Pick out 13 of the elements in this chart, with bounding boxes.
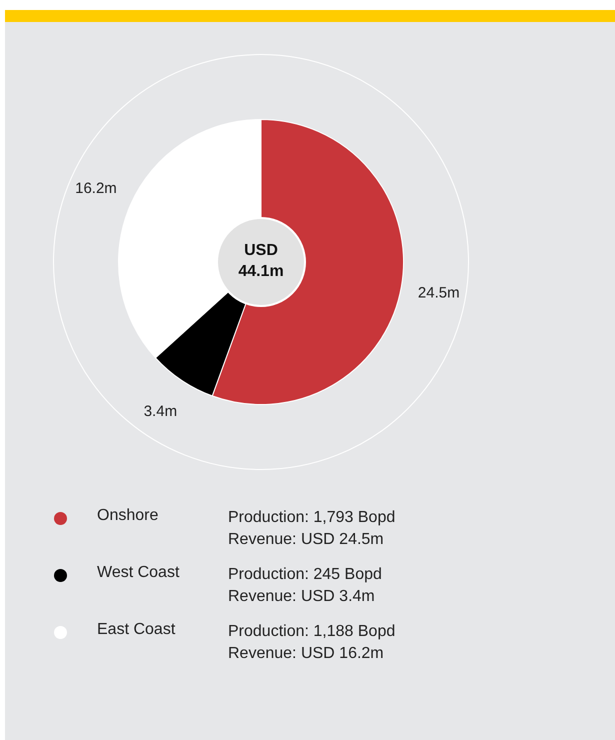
- data-label: 16.2m: [75, 180, 117, 198]
- text: Production: 1,188 Bopd: [228, 622, 396, 642]
- text: Revenue: USD 24.5m: [228, 530, 385, 550]
- data-label: 3.4m: [144, 402, 178, 420]
- text: Production: 1,793 Bopd: [228, 508, 396, 528]
- text: USD 44.1m: [237, 241, 285, 282]
- legend-label: East Coast: [97, 621, 176, 639]
- legend-label: Onshore: [97, 507, 158, 525]
- legend-label: West Coast: [97, 564, 180, 582]
- text: Revenue: USD 3.4m: [228, 587, 376, 607]
- text: Revenue: USD 16.2m: [228, 644, 385, 664]
- text: Production: 245 Bopd: [228, 565, 382, 585]
- data-label: 24.5m: [418, 284, 460, 302]
